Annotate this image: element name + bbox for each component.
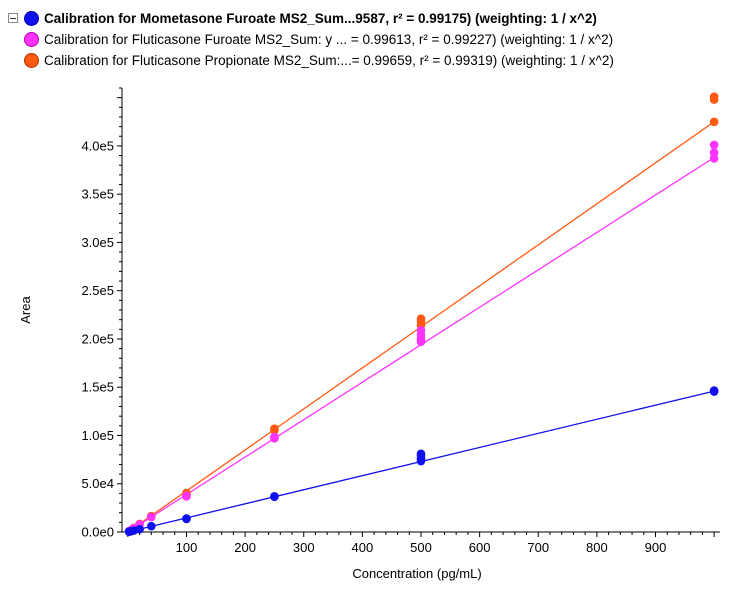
y-tick-label: 5.0e4 xyxy=(81,476,114,491)
y-axis-label: Area xyxy=(18,296,33,324)
x-tick-label: 700 xyxy=(527,540,549,555)
legend-item-fluticasone-furoate[interactable]: Calibration for Fluticasone Furoate MS2_… xyxy=(8,31,743,52)
data-point xyxy=(270,434,279,443)
series-marker-icon xyxy=(24,32,39,47)
data-point xyxy=(182,514,191,524)
legend-label: Calibration for Fluticasone Furoate MS2_… xyxy=(44,32,614,47)
x-tick-label: 600 xyxy=(469,540,491,555)
x-tick-label: 800 xyxy=(586,540,608,555)
data-point xyxy=(147,521,156,531)
y-tick-label: 1.5e5 xyxy=(81,380,114,395)
y-tick-label: 0.0e0 xyxy=(81,525,114,540)
data-point xyxy=(416,456,426,466)
x-tick-label: 200 xyxy=(234,540,256,555)
y-tick-label: 3.5e5 xyxy=(81,187,114,202)
data-point xyxy=(147,512,156,522)
x-tick-label: 900 xyxy=(645,540,667,555)
legend-label: Calibration for Fluticasone Propionate M… xyxy=(44,53,614,68)
x-tick-label: 100 xyxy=(176,540,198,555)
collapse-toggle-icon[interactable] xyxy=(8,13,18,23)
y-tick-label: 3.0e5 xyxy=(81,235,114,250)
legend-item-mometasone[interactable]: Calibration for Mometasone Furoate MS2_S… xyxy=(8,10,743,31)
data-point xyxy=(182,492,191,501)
series-marker-icon xyxy=(24,53,39,68)
data-point xyxy=(709,154,719,163)
legend: Calibration for Mometasone Furoate MS2_S… xyxy=(8,10,743,73)
legend-item-fluticasone-propionate[interactable]: Calibration for Fluticasone Propionate M… xyxy=(8,52,743,73)
legend-label: Calibration for Mometasone Furoate MS2_S… xyxy=(44,11,597,26)
data-point xyxy=(135,524,144,534)
x-tick-label: 400 xyxy=(352,540,374,555)
series-marker-icon xyxy=(24,11,39,26)
data-point xyxy=(416,337,426,347)
axes: 0.0e0 5.0e4 1.0e5 1.5e5 2.0e5 2.5e5 3.0e5 3.5e5… xyxy=(81,87,720,555)
data-point xyxy=(270,425,279,435)
y-tick-label: 2.5e5 xyxy=(81,283,114,298)
data-points xyxy=(124,92,719,537)
data-point xyxy=(270,492,279,502)
y-tick-label: 1.0e5 xyxy=(81,428,114,443)
y-tick-label: 4.0e5 xyxy=(81,138,114,153)
x-axis-label: Concentration (pg/mL) xyxy=(352,566,481,581)
x-tick-label: 500 xyxy=(410,540,432,555)
data-point xyxy=(709,140,719,150)
data-point xyxy=(709,95,719,104)
x-tick-label: 300 xyxy=(293,540,315,555)
y-tick-label: 2.0e5 xyxy=(81,331,114,346)
data-point xyxy=(709,117,719,127)
data-point xyxy=(709,387,719,396)
